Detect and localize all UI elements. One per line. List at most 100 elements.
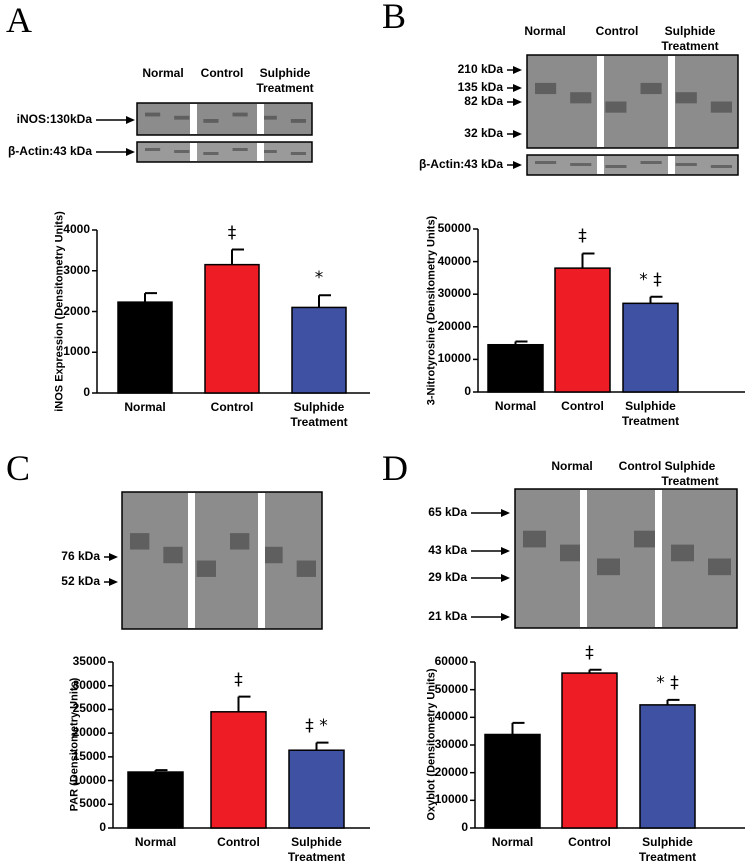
blot-band [174,150,190,153]
blot-band [232,148,248,151]
x-tick-label: Sulphide Treatment [638,835,697,864]
band-label: β-Actin:43 kDa [7,144,92,158]
significance-label: ‡ [227,222,237,243]
blot-image [526,54,739,149]
blot-separator [188,493,195,628]
band-label: 43 kDa [428,543,467,557]
y-tick-label: 0 [461,820,468,834]
blot-band [640,161,662,164]
lane-label: Normal [551,459,593,473]
blot-band [597,558,620,576]
blot-band [710,165,732,168]
band-arrowhead [109,578,118,586]
blot-separator [597,156,604,174]
band-label: β-Actin:43 kDa [418,157,503,171]
panel-letter: C [6,448,31,488]
x-tick-label: Normal [491,835,534,849]
y-tick-label: 30000 [434,737,468,751]
y-tick-label: 35000 [72,654,106,668]
blot-band [196,560,216,577]
error-bar [511,721,525,735]
bar [484,733,541,829]
y-tick-label: 0 [464,384,471,398]
blot-band [203,152,219,155]
blot-band [261,150,277,153]
band-label: 32 kDa [464,126,503,140]
error-bar [318,294,331,308]
blot-band [261,115,277,120]
blot-separator [668,56,675,147]
bar [288,749,345,829]
blot-image [136,102,313,136]
y-tick-label: 25000 [72,701,106,716]
y-tick-label: 50000 [437,221,471,235]
band-arrowhead [126,148,135,156]
y-tick-label: 40000 [437,253,471,268]
blot-separator [655,490,662,627]
y-axis-label: Oxyblot (Densitometry Units) [425,668,438,821]
error-bar [144,292,157,303]
blot-separator [257,104,264,134]
blot-separator [580,490,587,627]
blot-band [640,82,662,95]
blot-band [560,544,583,562]
y-tick-label: 20000 [437,318,471,333]
x-tick-label: Normal [124,400,166,414]
significance-label: * ‡ [656,672,679,693]
y-tick-label: 30000 [72,677,106,692]
x-tick-label: Control [217,835,260,849]
y-tick-label: 15000 [72,748,106,763]
blot-band [145,112,161,117]
blot-band [675,163,697,166]
x-tick-label: Normal [494,399,537,413]
blot-band [163,546,183,564]
x-tick-label: Sulphide Treatment [621,399,680,428]
blot-separator [668,156,675,174]
significance-label: * [314,268,324,289]
error-bar [581,252,595,269]
significance-label: ‡ * [305,715,328,736]
bar [622,302,679,393]
x-tick-label: Control [561,399,604,413]
band-arrowhead [501,547,510,555]
bar [639,704,696,829]
x-tick-label: Sulphide Treatment [287,835,346,864]
band-arrowhead [513,98,522,106]
error-bar [649,295,663,304]
blot-band [708,558,731,576]
lane-label: Sulphide Treatment [661,24,719,53]
panel-letter: D [382,448,408,488]
band-arrowhead [513,161,522,169]
y-tick-label: 60000 [434,654,468,668]
bar [487,343,544,393]
band-arrowhead [513,66,522,74]
blot-band [535,161,557,164]
band-label: 82 kDa [464,94,503,108]
bar [210,711,267,829]
lane-label: Sulphide Treatment [661,459,719,488]
blot-band [710,101,732,113]
lane-label: Control [618,459,662,473]
panel-letter: B [382,0,407,36]
blot-band [290,152,306,155]
significance-label: ‡ [585,642,594,663]
x-tick-label: Control [568,835,611,849]
bar [291,306,347,394]
band-label: 21 kDa [428,609,467,623]
band-label: 65 kDa [428,505,467,519]
blot-band [130,533,150,550]
blot-band [263,546,283,564]
y-axis-label: iNOS Expression (Densitometry Units) [53,210,66,412]
band-arrowhead [126,116,135,124]
y-tick-label: 10000 [437,351,471,366]
panel-letter: A [6,0,32,40]
y-tick-label: 5000 [79,796,106,811]
y-tick-label: 50000 [434,681,468,696]
band-arrowhead [501,574,510,582]
y-tick-label: 20000 [72,725,106,740]
band-label: 29 kDa [428,570,467,584]
significance-label: * ‡ [639,269,662,290]
band-label: 76 kDa [61,549,100,563]
band-arrowhead [501,613,510,621]
blot-band [523,530,546,548]
